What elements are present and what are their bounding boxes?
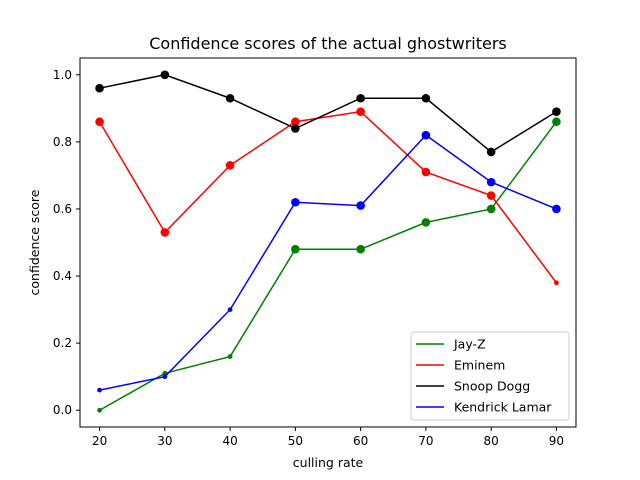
x-axis: 20 30 40 50 60 70 80 90 bbox=[92, 427, 564, 448]
data-point-snoop-dogg bbox=[160, 70, 170, 80]
data-point-kendrick-lamar bbox=[421, 130, 431, 140]
data-point-eminem bbox=[421, 167, 431, 177]
plot-frame bbox=[79, 57, 577, 428]
data-point-snoop-dogg bbox=[225, 93, 235, 103]
data-point-eminem bbox=[95, 117, 104, 127]
data-point-eminem bbox=[291, 117, 300, 127]
data-point-kendrick-lamar bbox=[291, 197, 300, 207]
y-tick-label: 0.8 bbox=[53, 135, 72, 149]
data-point-kendrick-lamar bbox=[97, 387, 102, 393]
data-point-kendrick-lamar bbox=[356, 201, 365, 210]
x-tick-label: 70 bbox=[418, 434, 433, 448]
data-point-eminem bbox=[554, 280, 559, 286]
data-point-eminem bbox=[225, 161, 235, 170]
series-jay-z bbox=[97, 117, 561, 413]
x-tick-label: 30 bbox=[157, 434, 172, 448]
series-line-eminem bbox=[98, 110, 558, 284]
series-line-kendrick-lamar bbox=[99, 134, 557, 391]
y-tick-label: 0.2 bbox=[53, 336, 72, 350]
data-point-snoop-dogg bbox=[486, 147, 496, 157]
y-tick-label: 0.6 bbox=[53, 202, 72, 216]
x-tick-label: 40 bbox=[222, 434, 237, 448]
data-point-jay-z bbox=[227, 354, 233, 359]
legend-label-eminem: Eminem bbox=[454, 358, 505, 373]
data-point-kendrick-lamar bbox=[486, 177, 496, 187]
data-point-eminem bbox=[356, 107, 365, 116]
y-axis: 0.0 0.2 0.4 0.6 0.8 1.0 bbox=[53, 68, 80, 417]
data-point-kendrick-lamar bbox=[552, 204, 561, 214]
x-tick-label: 90 bbox=[549, 434, 564, 448]
x-tick-label: 20 bbox=[92, 434, 107, 448]
series-snoop-dogg bbox=[95, 70, 561, 157]
data-point-jay-z bbox=[291, 244, 300, 254]
x-tick-label: 50 bbox=[288, 434, 303, 448]
data-point-jay-z bbox=[486, 204, 496, 214]
data-point-snoop-dogg bbox=[356, 93, 365, 103]
series-kendrick-lamar bbox=[97, 130, 561, 393]
legend-label-jay-z: Jay-Z bbox=[453, 337, 486, 352]
legend-box bbox=[410, 331, 570, 421]
series-eminem bbox=[95, 107, 559, 286]
series-line-snoop-dogg bbox=[99, 73, 557, 153]
data-point-kendrick-lamar bbox=[162, 374, 168, 380]
x-tick-label: 80 bbox=[484, 434, 499, 448]
y-tick-label: 0.4 bbox=[53, 269, 72, 283]
data-point-jay-z bbox=[421, 218, 431, 227]
y-axis-label: confidence score bbox=[27, 189, 42, 295]
legend-label-kendrick-lamar: Kendrick Lamar bbox=[454, 400, 552, 415]
data-point-snoop-dogg bbox=[95, 83, 104, 93]
x-tick-label: 60 bbox=[353, 434, 368, 448]
legend: Jay-Z Eminem Snoop Dogg Kendrick Lamar bbox=[410, 331, 570, 421]
data-point-eminem bbox=[486, 191, 496, 200]
data-point-kendrick-lamar bbox=[227, 307, 233, 312]
data-point-eminem bbox=[160, 228, 170, 237]
chart-title: Confidence scores of the actual ghostwri… bbox=[149, 34, 507, 53]
series-line-jay-z bbox=[99, 121, 558, 411]
data-point-snoop-dogg bbox=[421, 93, 431, 103]
data-point-jay-z bbox=[552, 117, 561, 127]
legend-label-snoop-dogg: Snoop Dogg bbox=[454, 379, 530, 394]
data-point-snoop-dogg bbox=[552, 107, 561, 116]
data-point-jay-z bbox=[356, 244, 365, 254]
y-tick-label: 1.0 bbox=[53, 68, 72, 82]
data-point-snoop-dogg bbox=[291, 124, 300, 133]
series-layer bbox=[95, 70, 561, 413]
x-axis-label: culling rate bbox=[293, 455, 364, 470]
y-tick-label: 0.0 bbox=[53, 403, 72, 417]
data-point-jay-z bbox=[97, 407, 102, 413]
